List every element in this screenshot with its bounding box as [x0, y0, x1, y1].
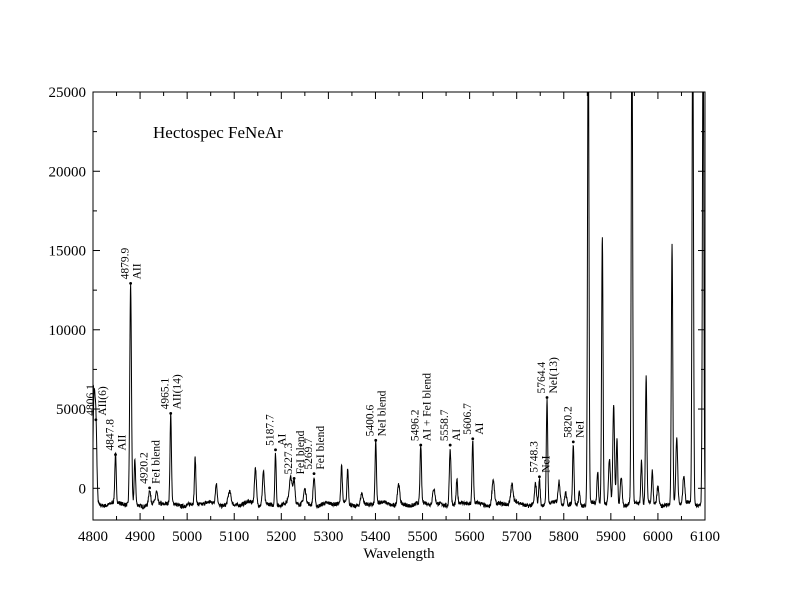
line-annotation-label: 5764.4 — [536, 362, 548, 394]
peak-marker — [419, 443, 423, 447]
plot-frame — [92, 91, 706, 521]
line-annotation-label: AII(14) — [172, 374, 184, 409]
line-annotation-label: 4847.8 — [105, 419, 117, 451]
line-annotation-label: 5187.7 — [265, 414, 277, 446]
line-annotation-label: AII — [132, 263, 144, 279]
line-annotation-label: AI + FeI blend — [422, 373, 434, 441]
peak-marker — [471, 437, 475, 441]
line-annotation-label: AI — [451, 429, 463, 441]
line-annotation-label: NeI — [574, 421, 586, 438]
peak-marker — [538, 475, 541, 479]
x-tick-label: 5700 — [502, 529, 532, 545]
x-tick-label: 5900 — [596, 529, 626, 545]
line-annotation-label: NeI blend — [377, 390, 389, 436]
peak-marker — [94, 418, 98, 422]
line-annotation-label: 5748.3 — [528, 441, 540, 473]
peak-marker — [169, 411, 173, 415]
line-annotation-label: FeI blend — [295, 430, 307, 474]
x-tick-label: 5000 — [172, 529, 202, 545]
line-annotation-label: 5269.7 — [303, 438, 315, 470]
line-annotation-label: AI — [474, 422, 486, 434]
peak-marker — [312, 472, 316, 476]
peak-marker — [545, 396, 549, 399]
line-annotation-label: 4920.2 — [139, 452, 151, 484]
x-tick-label: 5200 — [266, 529, 296, 545]
spectrum-line — [93, 92, 705, 510]
y-tick-label: 10000 — [49, 323, 87, 339]
line-annotation-label: 5400.6 — [365, 404, 377, 436]
x-tick-label: 4800 — [78, 529, 108, 545]
y-tick-label: 25000 — [49, 85, 87, 101]
y-tick-label: 20000 — [49, 164, 87, 180]
x-tick-label: 6000 — [643, 529, 673, 545]
peak-marker — [114, 453, 117, 456]
x-tick-label: 5800 — [549, 529, 579, 545]
y-tick-label: 0 — [79, 481, 87, 497]
x-tick-label: 5600 — [455, 529, 485, 545]
peak-marker — [292, 476, 296, 480]
x-tick-label: 6100 — [690, 529, 720, 545]
line-annotation-label: 4879.9 — [120, 248, 132, 280]
x-tick-label: 5300 — [313, 529, 343, 545]
y-tick-label: 15000 — [49, 244, 87, 260]
line-annotation-label: 5606.7 — [462, 403, 474, 435]
axis-ticks — [92, 91, 706, 520]
line-annotation-label: 5820.2 — [562, 406, 574, 438]
peak-marker — [129, 281, 133, 285]
x-tick-label: 4900 — [125, 529, 155, 545]
line-annotation-label: FeI blend — [151, 440, 163, 484]
x-tick-label: 5400 — [360, 529, 390, 545]
peak-marker — [274, 448, 277, 452]
line-annotation-label: 4965.1 — [160, 378, 172, 410]
peak-marker — [148, 486, 151, 490]
line-annotation-label: 5558.7 — [439, 409, 451, 441]
line-annotation-label: 5227.3 — [283, 442, 295, 474]
y-tick-label: 5000 — [56, 402, 86, 418]
line-annotation-label: NeI(13) — [548, 357, 560, 394]
plot-title: Hectospec FeNeAr — [153, 123, 283, 142]
line-annotation-label: AI — [277, 434, 289, 446]
x-tick-label: 5100 — [219, 529, 249, 545]
peak-marker — [571, 440, 575, 444]
x-axis-title: Wavelength — [363, 546, 435, 562]
axis-tick-labels: 4800 4900 5000 5100 5200 5300 5400 5500 5600 5700… — [49, 85, 721, 545]
line-annotation-label: NeI — [540, 455, 552, 472]
x-tick-label: 5500 — [408, 529, 438, 545]
line-annotation-label: AII(6) — [97, 386, 109, 416]
peak-marker — [448, 443, 452, 447]
peak-marker — [374, 438, 378, 442]
line-annotation-label: FeI blend — [315, 426, 327, 470]
line-annotation-label: 5496.2 — [410, 409, 422, 441]
line-annotation-label: 4806.1 — [85, 384, 97, 416]
line-annotation-label: AII — [117, 434, 129, 450]
